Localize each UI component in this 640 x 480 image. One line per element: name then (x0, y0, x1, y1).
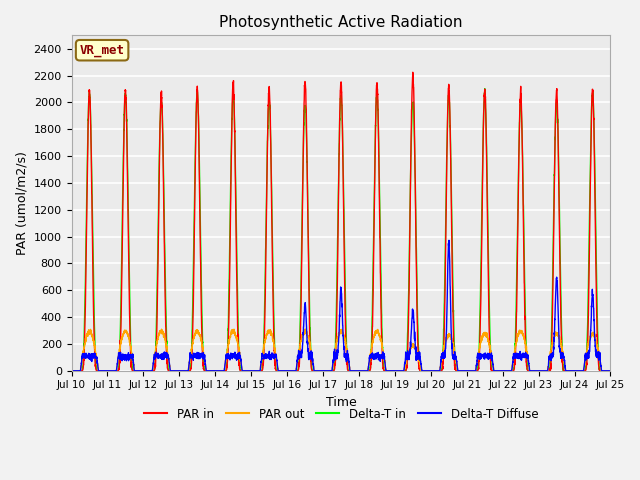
Delta-T Diffuse (68, 368, 76, 373)
PAR out (462, 368, 470, 373)
Line: Delta-T Diffuse: Delta-T Diffuse (72, 240, 611, 371)
X-axis label: Time: Time (326, 396, 356, 409)
Delta-T Diffuse (462, 368, 470, 373)
Y-axis label: PAR (umol/m2/s): PAR (umol/m2/s) (15, 151, 28, 255)
PAR in (409, 70, 417, 75)
PAR in (492, 368, 500, 373)
Delta-T in (164, 367, 172, 372)
Delta-T in (68, 368, 76, 373)
Delta-T in (432, 368, 440, 373)
PAR in (607, 368, 614, 373)
Line: PAR in: PAR in (72, 72, 611, 371)
PAR in (68, 368, 76, 373)
PAR out (607, 368, 614, 373)
PAR out (164, 355, 172, 360)
PAR out (301, 326, 309, 332)
Text: VR_met: VR_met (79, 44, 125, 57)
PAR in (164, 368, 172, 373)
Delta-T in (321, 368, 328, 373)
Delta-T in (492, 368, 500, 373)
Line: Delta-T in: Delta-T in (72, 89, 611, 371)
Delta-T Diffuse (321, 368, 328, 373)
Delta-T in (461, 368, 469, 373)
Line: PAR out: PAR out (72, 329, 611, 371)
PAR in (321, 368, 328, 373)
Title: Photosynthetic Active Radiation: Photosynthetic Active Radiation (220, 15, 463, 30)
PAR out (606, 368, 614, 373)
PAR out (492, 368, 500, 373)
Delta-T in (481, 86, 488, 92)
Delta-T Diffuse (432, 368, 440, 373)
Delta-T Diffuse (492, 368, 500, 373)
PAR in (432, 368, 440, 373)
Delta-T Diffuse (606, 368, 614, 373)
Delta-T Diffuse (607, 368, 614, 373)
PAR out (321, 368, 329, 373)
PAR in (606, 368, 614, 373)
PAR out (432, 368, 440, 373)
Delta-T in (607, 368, 614, 373)
Delta-T Diffuse (445, 238, 453, 243)
PAR out (68, 368, 76, 373)
PAR in (462, 368, 470, 373)
Delta-T Diffuse (164, 352, 172, 358)
Delta-T in (606, 368, 614, 373)
Legend: PAR in, PAR out, Delta-T in, Delta-T Diffuse: PAR in, PAR out, Delta-T in, Delta-T Dif… (139, 403, 543, 425)
